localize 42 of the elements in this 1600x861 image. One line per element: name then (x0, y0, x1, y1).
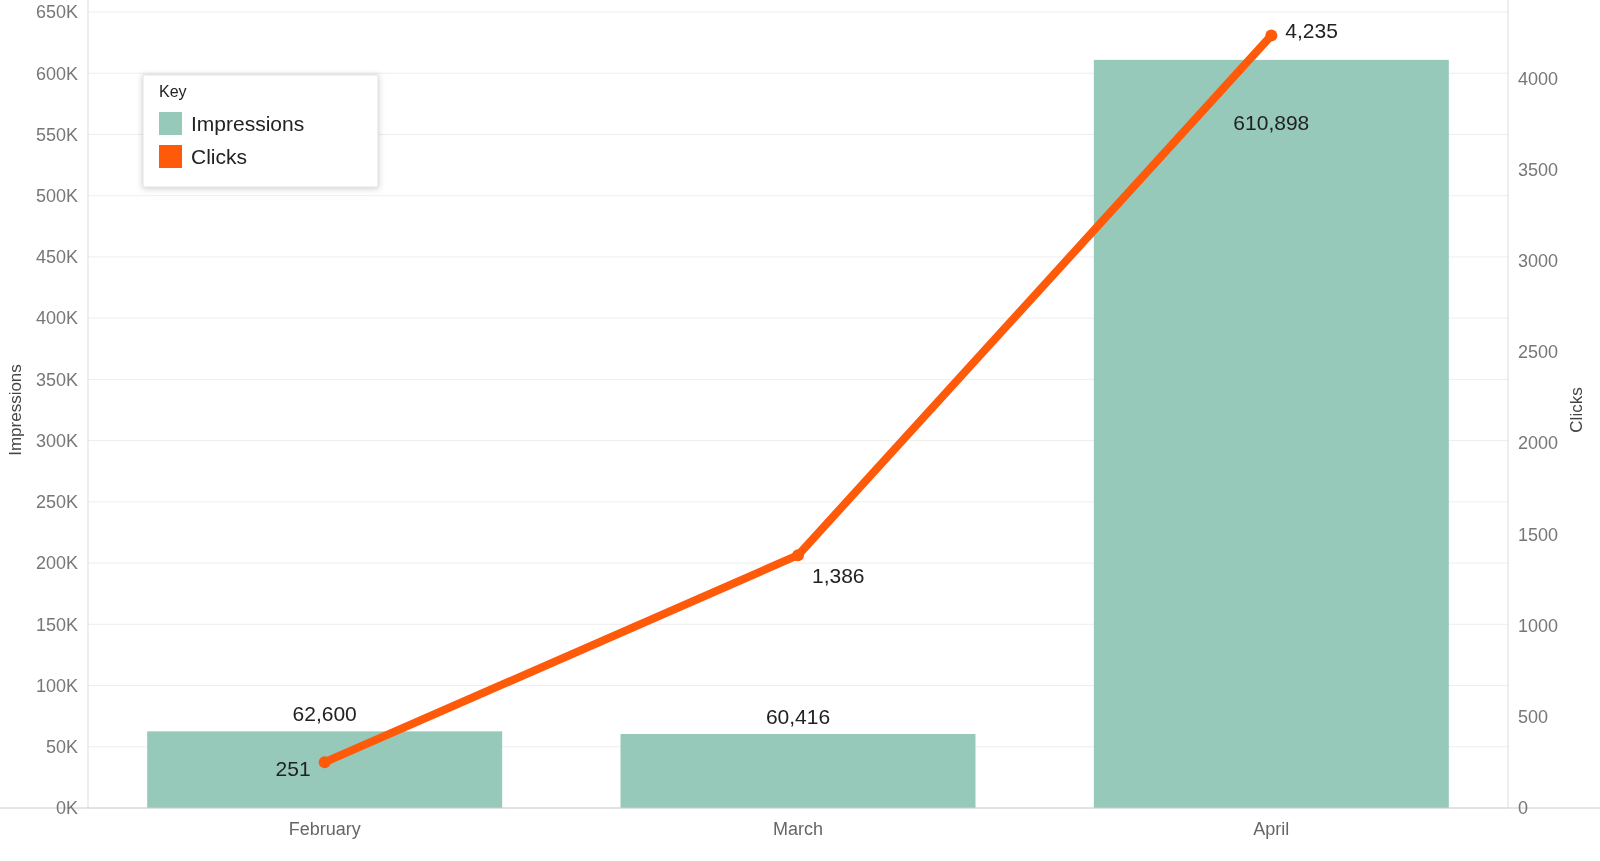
y2-axis-title: Clicks (1567, 387, 1586, 433)
legend-title: Key (159, 83, 187, 100)
y2-tick-label: 4000 (1518, 68, 1559, 89)
y-tick-label: 150K (35, 614, 78, 635)
legend-label: Impressions (191, 112, 305, 135)
data-label: 610,898 (1233, 110, 1310, 134)
y-tick-label: 400K (35, 308, 78, 329)
y-tick-label: 250K (35, 492, 78, 513)
data-label: 60,416 (765, 705, 831, 729)
y-tick-label: 350K (35, 369, 78, 390)
y-tick-label: 650K (35, 2, 78, 23)
point (792, 549, 804, 562)
y-axis-title: Impressions (6, 364, 25, 456)
x-tick-label: April (1253, 819, 1290, 839)
y-tick-label: 300K (35, 430, 78, 451)
y2-tick-label: 2500 (1518, 342, 1559, 363)
y2-tick-label: 500 (1518, 707, 1549, 728)
y2-tick-label: 3000 (1518, 251, 1559, 272)
data-label: 1,386 (812, 564, 865, 588)
y-tick-label: 200K (35, 553, 78, 574)
y-tick-label: 0K (55, 798, 78, 819)
y2-tick-label: 0 (1518, 798, 1529, 819)
bar (620, 734, 976, 808)
y-tick-label: 100K (35, 675, 78, 696)
y2-tick-label: 1500 (1518, 524, 1559, 545)
y-tick-label: 50K (45, 737, 78, 758)
y2-tick-label: 3500 (1518, 159, 1559, 180)
legend-label: Clicks (191, 145, 247, 168)
y-tick-label: 450K (35, 247, 78, 268)
y-tick-label: 500K (35, 185, 78, 206)
y2-tick-label: 1000 (1518, 615, 1559, 636)
x-tick-label: February (288, 819, 361, 839)
data-label: 251 (275, 757, 311, 781)
point (1265, 29, 1278, 42)
data-label: 62,600 (292, 702, 357, 726)
x-tick-label: March (772, 819, 824, 839)
y2-tick-label: 2000 (1518, 433, 1559, 454)
data-label: 4,235 (1285, 18, 1338, 42)
y-tick-label: 600K (35, 63, 78, 84)
bar (147, 731, 503, 808)
y-tick-label: 550K (35, 124, 78, 145)
point (318, 756, 331, 769)
